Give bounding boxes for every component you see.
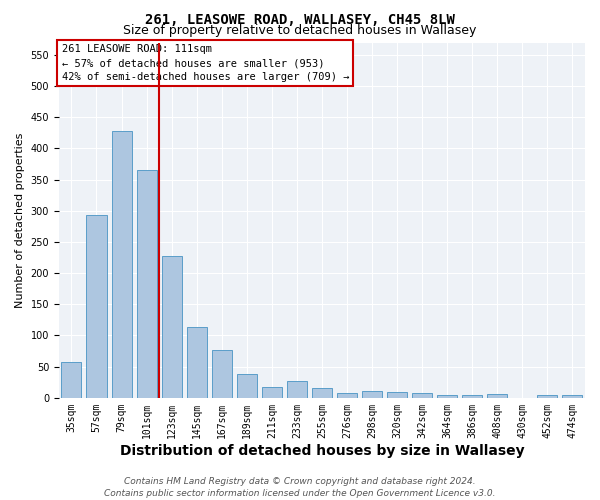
Bar: [237, 374, 257, 398]
Bar: [61, 362, 82, 398]
Bar: [412, 393, 432, 398]
Text: Contains HM Land Registry data © Crown copyright and database right 2024.
Contai: Contains HM Land Registry data © Crown c…: [104, 476, 496, 498]
Bar: [362, 391, 382, 398]
Bar: [287, 381, 307, 398]
Text: Size of property relative to detached houses in Wallasey: Size of property relative to detached ho…: [124, 24, 476, 37]
Bar: [462, 394, 482, 398]
Bar: [562, 396, 583, 398]
Text: 261, LEASOWE ROAD, WALLASEY, CH45 8LW: 261, LEASOWE ROAD, WALLASEY, CH45 8LW: [145, 12, 455, 26]
Bar: [161, 256, 182, 398]
Bar: [212, 350, 232, 398]
Bar: [387, 392, 407, 398]
Bar: [538, 394, 557, 398]
Bar: [137, 170, 157, 398]
Bar: [86, 215, 107, 398]
Bar: [337, 393, 357, 398]
Bar: [437, 394, 457, 398]
Y-axis label: Number of detached properties: Number of detached properties: [15, 132, 25, 308]
Text: 261 LEASOWE ROAD: 111sqm
← 57% of detached houses are smaller (953)
42% of semi-: 261 LEASOWE ROAD: 111sqm ← 57% of detach…: [62, 44, 349, 82]
Bar: [312, 388, 332, 398]
X-axis label: Distribution of detached houses by size in Wallasey: Distribution of detached houses by size …: [119, 444, 524, 458]
Bar: [487, 394, 508, 398]
Bar: [112, 131, 131, 398]
Bar: [262, 386, 282, 398]
Bar: [187, 328, 207, 398]
